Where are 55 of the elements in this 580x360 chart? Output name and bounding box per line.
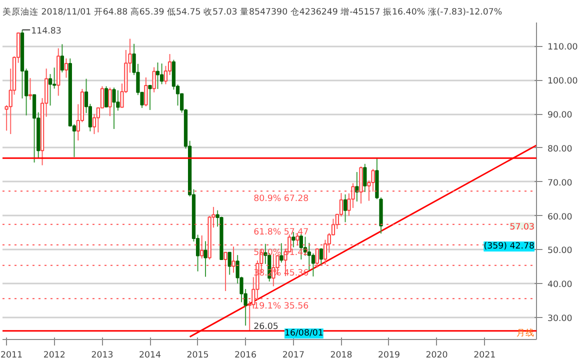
x-tick-label: 2015 (186, 350, 209, 360)
ref-line-label: 61.8% 57.47 (254, 227, 309, 238)
candlestick (164, 65, 168, 85)
y-tick-label: 40.00 (548, 280, 572, 290)
x-tick-label: 2014 (138, 350, 162, 360)
candlestick (315, 248, 319, 268)
x-tick-label: 2017 (282, 350, 304, 360)
y-tick-label: 80.00 (548, 144, 572, 154)
candlestick (228, 252, 232, 276)
candlestick (311, 252, 316, 277)
candlestick (343, 194, 348, 223)
y-tick-label: 50.00 (548, 246, 572, 256)
chart-title: 美原油连 2018/11/01 开64.88 高65.39 低54.75 收57.03 量8547390 仓4236249 增-45157 振16.40% 涨(-7.83)-12.07% (2, 6, 502, 18)
candlestick (152, 66, 156, 93)
ref-line-label: 26.05 (254, 322, 278, 332)
candlestick (355, 172, 359, 202)
x-tick-label: 2011 (0, 350, 23, 360)
candlestick (104, 86, 108, 108)
x-tick-label: 2016 (234, 350, 257, 360)
x-tick-label: 2018 (330, 350, 352, 360)
candlestick (112, 87, 116, 130)
x-tick-label: 2012 (43, 350, 66, 360)
x-tick-label: 2020 (426, 350, 448, 360)
candlestick (160, 63, 164, 85)
candlestick (108, 87, 112, 117)
y-tick-label: 110.00 (548, 42, 578, 53)
candlestick (64, 58, 68, 78)
ref-line-label: 19.1% 35.56 (254, 302, 309, 312)
candlestick (60, 44, 64, 73)
candlestick (28, 78, 32, 100)
y-tick-label: 70.00 (548, 178, 572, 188)
y-tick-label: 100.00 (548, 76, 578, 87)
ref-line-label: 80.9% 67.28 (254, 194, 309, 204)
annotation: (359) 42.78 (484, 242, 535, 252)
annotation: 114.83 (31, 26, 62, 36)
annotation: 57.03 (510, 222, 534, 232)
candlestick (363, 163, 367, 193)
candlestick (200, 234, 204, 259)
candlestick (144, 76, 148, 107)
candlestick (204, 240, 208, 278)
candlestick (319, 248, 324, 266)
annotation: 16/08/01 (284, 328, 324, 338)
x-tick-label: 2019 (378, 350, 400, 360)
candlestick (32, 94, 36, 164)
candlestick (156, 62, 160, 90)
x-tick-label: 2021 (474, 350, 496, 360)
candlestick (232, 246, 236, 274)
candlestick (48, 74, 52, 106)
y-tick-label: 60.00 (548, 212, 572, 222)
y-tick-label: 30.00 (548, 314, 572, 324)
x-tick-label: 2013 (91, 350, 114, 360)
candlestick (224, 252, 228, 292)
candlestick (148, 84, 152, 110)
y-tick-label: 90.00 (548, 110, 572, 121)
annotation: 月线 (516, 328, 534, 338)
